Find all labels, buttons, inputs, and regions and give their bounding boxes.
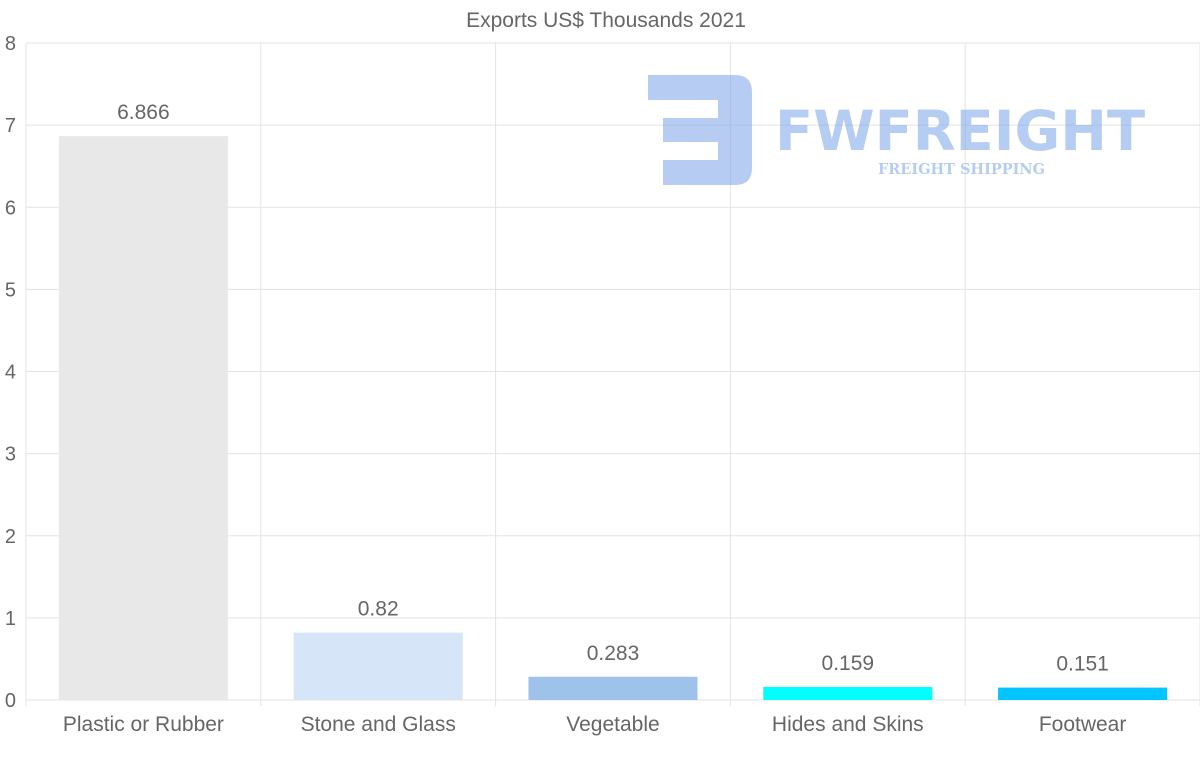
y-tick-label: 1 (5, 608, 16, 630)
y-tick-label: 8 (5, 33, 16, 55)
bar[interactable] (293, 632, 463, 700)
data-label: 0.82 (358, 598, 399, 621)
bar[interactable] (528, 676, 698, 700)
bar[interactable] (998, 687, 1168, 700)
bar[interactable] (763, 686, 933, 700)
data-label: 0.283 (587, 642, 640, 665)
x-tick-label: Footwear (1039, 713, 1127, 736)
bar[interactable] (58, 136, 228, 700)
y-tick-label: 0 (5, 690, 16, 712)
x-tick-label: Plastic or Rubber (63, 713, 224, 736)
x-tick-label: Hides and Skins (772, 713, 924, 736)
y-axis: 0 1 2 3 4 5 6 7 8 (5, 33, 16, 712)
bars (58, 136, 1168, 700)
data-label: 6.866 (117, 101, 170, 124)
fwfreight-logo-icon (648, 75, 752, 185)
y-tick-label: 5 (5, 279, 16, 301)
y-tick-label: 4 (5, 362, 16, 384)
x-tick-label: Stone and Glass (301, 713, 456, 736)
y-tick-label: 3 (5, 444, 16, 466)
watermark-logo: FWFREIGHT FREIGHT SHIPPING (648, 75, 1145, 185)
data-label: 0.159 (822, 652, 875, 675)
y-tick-label: 6 (5, 197, 16, 219)
x-tick-label: Vegetable (566, 713, 659, 736)
x-axis: Plastic or Rubber Stone and Glass Vegetabl… (63, 713, 1127, 736)
data-label: 0.151 (1056, 653, 1109, 676)
watermark-brand: FWFREIGHT (775, 99, 1145, 163)
data-labels: 6.866 0.82 0.283 0.159 0.151 (117, 101, 1109, 675)
y-tick-label: 7 (5, 115, 16, 137)
watermark-tagline: FREIGHT SHIPPING (878, 160, 1045, 178)
y-tick-label: 2 (5, 526, 16, 548)
chart-title: Exports US$ Thousands 2021 (466, 9, 746, 32)
